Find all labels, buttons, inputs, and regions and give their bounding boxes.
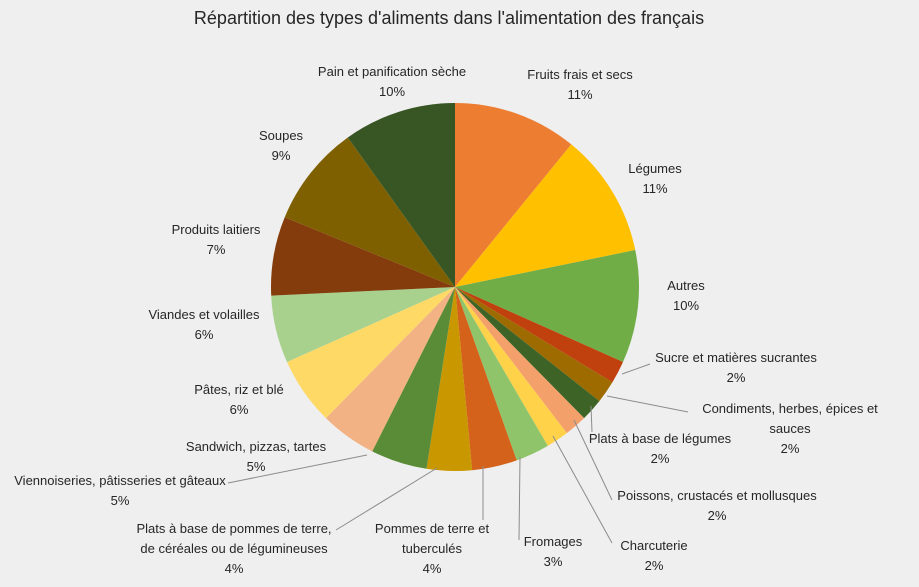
pie-slice bbox=[455, 287, 613, 402]
data-label-category: Pâtes, riz et blé bbox=[194, 382, 284, 397]
data-label: Viandes et volailles 6% bbox=[148, 307, 260, 342]
slices-layer bbox=[270, 103, 639, 472]
data-label: Produits laitiers 7% bbox=[172, 222, 261, 257]
data-label: Fruits frais et secs 11% bbox=[527, 67, 633, 102]
pie-slice bbox=[455, 250, 639, 363]
data-label: Fromages 3% bbox=[524, 534, 583, 569]
pie-slice bbox=[455, 287, 567, 446]
data-label-percent: 11% bbox=[642, 181, 667, 196]
chart-title: Répartition des types d'aliments dans l'… bbox=[194, 8, 704, 28]
leader-line bbox=[518, 456, 521, 541]
data-label-percent: 10% bbox=[379, 84, 405, 99]
data-label-category: de céréales ou de légumineuses bbox=[140, 541, 328, 556]
data-label: Plats à base de pommes de terre, de céréa… bbox=[136, 521, 331, 576]
data-label-category: Soupes bbox=[259, 128, 304, 143]
data-label: Pâtes, riz et blé 6% bbox=[194, 382, 284, 417]
data-label: Autres 10% bbox=[667, 278, 705, 313]
data-label-percent: 7% bbox=[207, 242, 226, 257]
leader-line bbox=[552, 435, 613, 544]
data-label-category: Produits laitiers bbox=[172, 222, 261, 237]
data-label: Condiments, herbes, épices et sauces 2% bbox=[702, 401, 878, 456]
data-label-category: Autres bbox=[667, 278, 705, 293]
data-label-category: Viennoiseries, pâtisseries et gâteaux bbox=[14, 473, 226, 488]
data-label-percent: 6% bbox=[195, 327, 214, 342]
data-label-percent: 2% bbox=[645, 558, 664, 573]
data-label-percent: 5% bbox=[247, 459, 266, 474]
data-label-category: Pommes de terre et bbox=[375, 521, 490, 536]
leader-line bbox=[227, 454, 368, 484]
data-label: Sucre et matières sucrantes 2% bbox=[655, 350, 817, 385]
data-label-category: Pain et panification sèche bbox=[318, 64, 466, 79]
data-label: Poissons, crustacés et mollusques 2% bbox=[617, 488, 817, 523]
data-label-category: Sandwich, pizzas, tartes bbox=[186, 439, 327, 454]
data-labels-layer: Fruits frais et secs 11% Légumes 11% Autres 1… bbox=[14, 64, 878, 576]
data-label-category: Plats à base de légumes bbox=[589, 431, 732, 446]
data-label: Viennoiseries, pâtisseries et gâteaux 5% bbox=[14, 473, 226, 508]
data-label: Pommes de terre et tuberculés 4% bbox=[375, 521, 490, 576]
pie-slice bbox=[325, 287, 455, 452]
pie-slice bbox=[286, 287, 455, 419]
data-label-category: Sucre et matières sucrantes bbox=[655, 350, 817, 365]
leader-line bbox=[335, 467, 438, 531]
pie-slice bbox=[455, 287, 585, 434]
data-label-percent: 11% bbox=[567, 87, 592, 102]
leader-line bbox=[606, 395, 689, 413]
pie-slice bbox=[455, 287, 548, 461]
pie-slice bbox=[284, 137, 455, 287]
data-label: Sandwich, pizzas, tartes 5% bbox=[186, 439, 327, 474]
data-label-percent: 2% bbox=[651, 451, 670, 466]
data-label-percent: 6% bbox=[230, 402, 249, 417]
pie-slice bbox=[455, 287, 517, 471]
data-label-category: Charcuterie bbox=[620, 538, 687, 553]
data-label: Pain et panification sèche 10% bbox=[318, 64, 466, 99]
pie-slice bbox=[455, 144, 636, 287]
data-label-category: Poissons, crustacés et mollusques bbox=[617, 488, 817, 503]
data-label-percent: 2% bbox=[781, 441, 800, 456]
leader-line bbox=[621, 363, 651, 375]
data-label-percent: 3% bbox=[544, 554, 563, 569]
data-label-category: Viandes et volailles bbox=[148, 307, 260, 322]
data-label: Plats à base de légumes 2% bbox=[589, 431, 732, 466]
data-label-category: Plats à base de pommes de terre, bbox=[136, 521, 331, 536]
data-label-category: tuberculés bbox=[402, 541, 462, 556]
data-label-percent: 9% bbox=[272, 148, 291, 163]
data-label-category: Fromages bbox=[524, 534, 583, 549]
data-label-percent: 10% bbox=[673, 298, 699, 313]
data-label-category: Fruits frais et secs bbox=[527, 67, 633, 82]
pie-slice bbox=[455, 287, 624, 383]
data-label-category: sauces bbox=[769, 421, 811, 436]
data-label-percent: 4% bbox=[225, 561, 244, 576]
pie-slice bbox=[455, 103, 572, 287]
pie-slice bbox=[426, 287, 473, 472]
pie-slice bbox=[455, 287, 600, 419]
data-label: Légumes 11% bbox=[628, 161, 682, 196]
data-label: Charcuterie 2% bbox=[620, 538, 687, 573]
data-label-percent: 2% bbox=[708, 508, 727, 523]
data-label-percent: 2% bbox=[727, 370, 746, 385]
data-label-percent: 4% bbox=[423, 561, 442, 576]
pie-slice bbox=[270, 217, 455, 296]
data-label: Soupes 9% bbox=[259, 128, 304, 163]
leader-lines-layer bbox=[227, 363, 689, 544]
data-label-percent: 5% bbox=[111, 493, 130, 508]
leader-line bbox=[573, 419, 613, 501]
pie-slice bbox=[347, 103, 455, 287]
leader-line bbox=[590, 405, 593, 433]
pie-slice bbox=[271, 287, 455, 363]
pie-slice bbox=[372, 287, 455, 469]
data-label-category: Légumes bbox=[628, 161, 682, 176]
data-label-category: Condiments, herbes, épices et bbox=[702, 401, 878, 416]
